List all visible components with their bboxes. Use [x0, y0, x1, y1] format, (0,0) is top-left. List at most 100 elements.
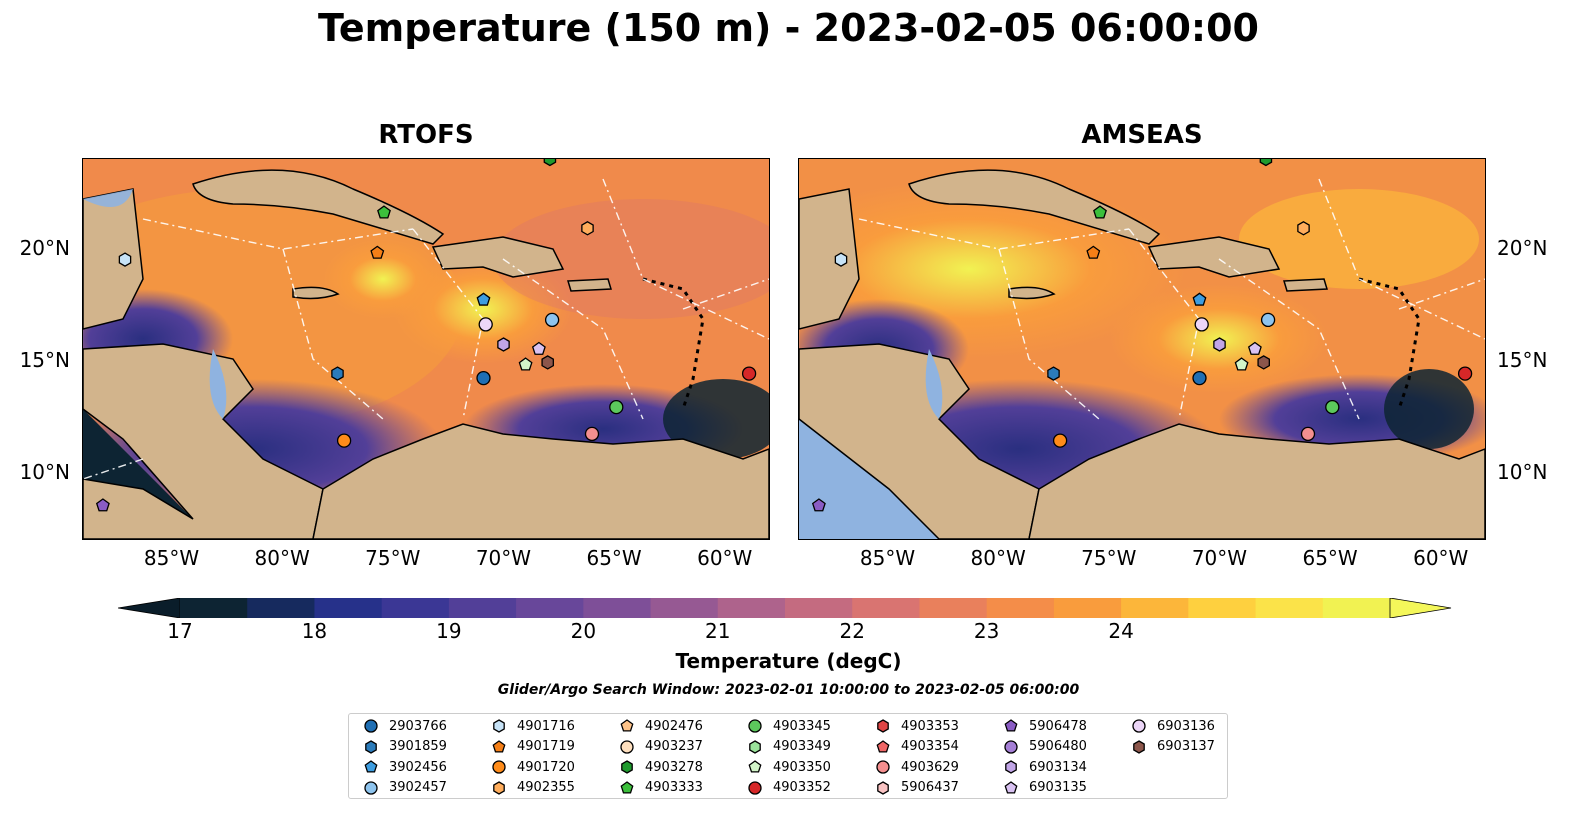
colorbar-tick-label: 23 [973, 619, 1000, 643]
obs-marker-4903278 [543, 159, 557, 167]
obs-marker-3902457 [544, 312, 560, 328]
legend-entry: 5906478 [1003, 718, 1087, 734]
legend-label: 2903766 [389, 718, 447, 734]
legend-marker-icon [621, 760, 633, 774]
legend-label: 6903135 [1029, 780, 1087, 795]
x-tick-label: 80°W [254, 546, 310, 570]
obs-marker-3902456 [476, 292, 491, 306]
legend-entry: 4903345 [747, 718, 831, 734]
legend-entry: 3902457 [363, 780, 447, 796]
map-rtofs [82, 158, 770, 540]
obs-marker-4903352 [741, 366, 757, 381]
y-tick-label-right: 20°N [1497, 236, 1548, 261]
colorbar-over-extend [1389, 597, 1452, 619]
legend-marker-icon [364, 760, 378, 773]
legend-entry: 4901720 [491, 759, 575, 775]
legend-marker-shape [364, 780, 378, 795]
legend-marker-shape [748, 780, 762, 795]
obs-marker-6903136 [478, 317, 493, 332]
obs-marker-5906478 [811, 498, 826, 512]
map-rtofs-svg [83, 159, 769, 539]
obs-marker-6903135 [531, 341, 546, 355]
legend-label: 6903134 [1029, 759, 1087, 775]
legend-label: 4903352 [773, 780, 831, 795]
legend-label: 4902476 [645, 718, 703, 734]
legend-marker-icon [748, 760, 762, 773]
obs-marker-3902457 [1260, 312, 1276, 328]
legend-marker-icon [1004, 719, 1018, 732]
colorbar-tick-label: 18 [301, 619, 328, 643]
y-tick-label-left: 20°N [19, 236, 70, 261]
legend-marker-icon [877, 719, 889, 733]
x-tick-label: 70°W [475, 546, 532, 570]
obs-marker-4903350 [518, 357, 533, 371]
obs-marker-4903629 [584, 426, 600, 442]
legend-marker-shape [365, 739, 377, 754]
x-tick-label: 80°W [970, 546, 1026, 570]
legend-entry: 4901716 [491, 718, 575, 734]
legend-entry: 3902456 [363, 759, 447, 775]
obs-marker-4901716 [118, 252, 132, 267]
legend-label: 3902457 [389, 780, 447, 795]
map-amseas-svg [799, 159, 1485, 539]
legend-entry: 4903354 [875, 739, 959, 755]
legend-entry: 6903136 [1131, 718, 1215, 734]
legend-marker-icon [748, 780, 762, 795]
panel-title-amseas: AMSEAS [1081, 120, 1203, 150]
colorbar [117, 597, 1452, 622]
legend-label: 4903350 [773, 759, 831, 775]
x-tick-label: 85°W [143, 546, 200, 570]
colorbar-segment [717, 598, 786, 618]
legend-label: 4903629 [901, 759, 959, 775]
panel-title-rtofs: RTOFS [378, 120, 474, 150]
legend-marker-icon [620, 780, 634, 793]
legend-label: 4903345 [773, 718, 831, 734]
x-tick-label: 85°W [859, 546, 916, 570]
legend-marker-icon [1005, 760, 1017, 774]
legend-marker-shape [620, 780, 634, 793]
legend-entry: 4901719 [491, 739, 575, 755]
legend-marker-shape [493, 719, 505, 733]
legend-label: 4903349 [773, 739, 831, 754]
colorbar-tick-label: 19 [436, 619, 462, 643]
obs-marker-3901859 [331, 366, 344, 381]
legend-marker-icon [364, 719, 378, 733]
legend-marker-icon [620, 739, 634, 754]
map-amseas [798, 158, 1486, 540]
colorbar-segment [314, 598, 383, 618]
obs-marker-6903134 [1213, 337, 1226, 352]
legend-entry: 4903629 [875, 759, 959, 775]
colorbar-segment [381, 598, 450, 618]
obs-marker-4903352 [1457, 366, 1473, 381]
legend-entry: 4902355 [491, 780, 575, 796]
legend-marker-icon [492, 739, 506, 752]
obs-marker-4902355 [1297, 221, 1310, 236]
colorbar-under-extend [117, 597, 181, 619]
legend-marker-shape [1004, 780, 1018, 793]
legend-marker-shape [876, 760, 890, 774]
map-rtofs-markers [95, 159, 757, 512]
legend-marker-icon [620, 719, 634, 732]
legend-marker-icon [365, 739, 377, 754]
y-tick-label-left: 15°N [19, 348, 70, 373]
legend-entry: 6903137 [1131, 739, 1215, 755]
colorbar-segment [448, 598, 517, 618]
search-window-subtitle: Glider/Argo Search Window: 2023-02-01 10… [497, 682, 1080, 698]
legend-label: 4903353 [901, 718, 959, 734]
legend-label: 5906437 [901, 780, 959, 795]
legend-marker-icon [1133, 739, 1145, 754]
obs-marker-4901719 [370, 245, 385, 259]
obs-marker-4903345 [1325, 399, 1340, 415]
legend-label: 4903278 [645, 759, 703, 775]
colorbar-segment [1121, 598, 1189, 618]
colorbar-segment [1188, 598, 1257, 618]
legend-marker-shape [1004, 719, 1018, 732]
legend-marker-shape [1133, 739, 1145, 754]
x-tick-label: 60°W [1413, 546, 1469, 570]
legend-entry: 4902476 [619, 718, 703, 734]
x-tick-label: 70°W [1191, 546, 1248, 570]
legend-label: 4901716 [517, 718, 575, 734]
obs-marker-4901716 [834, 252, 848, 267]
obs-marker-4903350 [1234, 357, 1249, 371]
obs-marker-6903134 [497, 337, 510, 352]
